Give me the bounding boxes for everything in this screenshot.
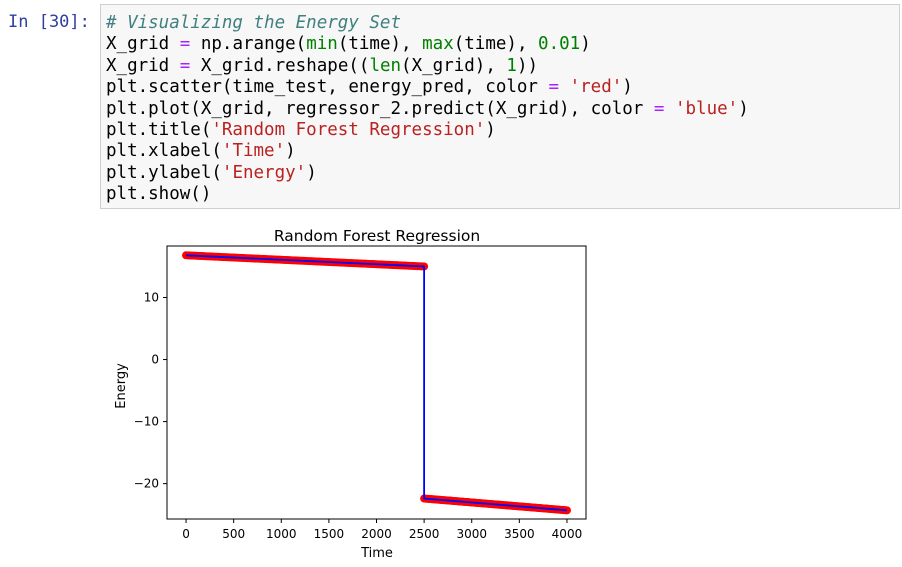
code-line: plt.scatter(time_test, energy_pred, colo… [106,77,633,97]
code-cell[interactable]: # Visualizing the Energy Set X_grid = np… [100,4,900,209]
code-token: X_grid [106,55,180,76]
code-token: 'Random Forest Regression' [211,120,486,141]
x-tick-label: 0 [182,527,190,541]
code-token: = [548,77,560,98]
y-axis-label: Energy [114,363,129,409]
x-tick-label: 1000 [266,527,297,541]
code-line: X_grid = np.arange(min(time), max(time),… [106,34,591,54]
code-line: X_grid = X_grid.reshape((len(X_grid), 1)… [106,56,538,76]
code-token: np.arange( [190,34,307,55]
code-token: plt.show() [106,184,212,205]
code-token: = [653,98,665,119]
code-line: plt.xlabel('Time') [106,141,296,161]
code-token: min [306,34,338,55]
code-token: plt.scatter(time_test, energy_pred, colo… [106,77,549,98]
code-token: 'blue' [674,98,739,119]
code-token: 1 [506,55,517,76]
code-line: plt.title('Random Forest Regression') [106,120,496,140]
code-token: ) [622,77,633,98]
code-line: plt.show() [106,184,211,204]
chart-title: Random Forest Regression [274,227,480,245]
code-token: # Visualizing the Energy Set [106,13,402,33]
code-token: 'Energy' [221,162,307,183]
code-token: 0.01 [538,34,581,55]
y-tick-label: −20 [134,477,159,491]
code-token: (time), [337,34,423,55]
code-token: = [179,34,191,55]
code-token: = [179,55,191,76]
x-tick-label: 1500 [314,527,345,541]
scatter-point [562,506,571,515]
code-token: max [422,34,454,55]
code-token: X_grid.reshape(( [190,55,370,76]
code-token [559,77,570,97]
code-token: len [369,55,402,76]
code-token: )) [516,55,539,76]
prediction-line [186,254,568,512]
x-axis-label: Time [360,546,393,561]
x-tick-label: 2500 [409,527,440,541]
code-line: plt.plot(X_grid, regressor_2.predict(X_g… [106,99,749,119]
code-token: (time), [453,34,539,55]
code-token: plt.plot(X_grid, regressor_2.predict(X_g… [106,98,654,119]
x-tick-label: 3500 [504,527,535,541]
code-token: ) [306,162,317,183]
x-tick-label: 4000 [552,527,583,541]
code-token: plt.ylabel( [106,162,222,183]
x-tick-label: 2000 [361,527,392,541]
code-token: ) [485,120,496,141]
plot-frame [166,245,587,520]
y-tick-label: 0 [151,353,159,367]
y-tick-label: −10 [134,415,159,429]
code-token [664,99,675,119]
y-tick-label: 10 [144,290,159,304]
code-token: ) [738,98,749,119]
code-token: plt.xlabel( [106,141,222,162]
code-line: plt.ylabel('Energy') [106,163,317,183]
code-token: ) [580,34,591,55]
code-token: 'red' [569,77,623,98]
code-editor[interactable]: # Visualizing the Energy Set X_grid = np… [106,13,749,206]
scatter-chart: Random Forest Regression Time Energy 0 50… [114,227,587,561]
code-token: 'Time' [221,141,286,162]
code-line: # Visualizing the Energy Set [106,13,401,33]
x-tick-label: 3000 [456,527,487,541]
code-token: ) [285,141,296,162]
code-token: plt.title( [106,120,212,141]
x-tick-label: 500 [222,527,245,541]
cell-prompt: In [30]: [8,12,90,32]
cell-output: Random Forest Regression Time Energy 0 50… [100,218,600,563]
code-token: (X_grid), [401,55,507,76]
code-token: X_grid [106,34,180,55]
